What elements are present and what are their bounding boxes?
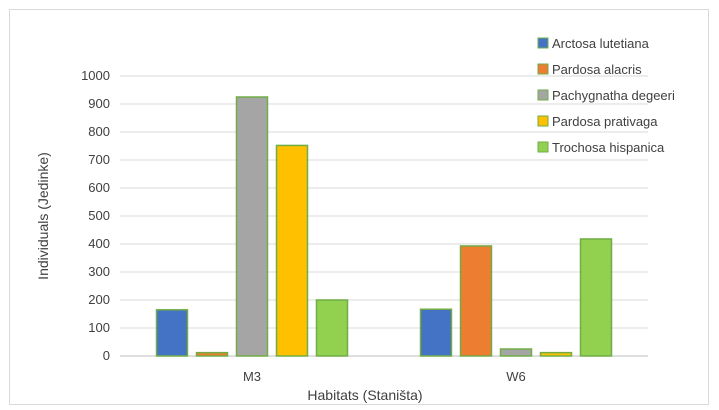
bar-w6-pardosa-prativaga	[539, 351, 573, 357]
bar-w6-pachygnatha-degeeri	[499, 348, 533, 357]
legend-swatch	[537, 89, 549, 101]
legend-swatch	[537, 37, 549, 49]
bar-m3-pardosa-prativaga	[275, 144, 309, 357]
y-tick-label: 400	[88, 236, 110, 251]
x-tick-label: M3	[243, 369, 261, 384]
legend-label: Pardosa alacris	[552, 62, 642, 77]
legend-swatch	[537, 115, 549, 127]
x-axis-ticks: M3 W6	[243, 369, 526, 384]
legend-label: Pachygnatha degeeri	[552, 88, 675, 103]
y-tick-label: 100	[88, 320, 110, 335]
y-tick-label: 0	[103, 348, 110, 363]
y-tick-label: 300	[88, 264, 110, 279]
x-axis-title: Habitats (Staništa)	[307, 387, 422, 403]
y-axis-title: Individuals (Jedinke)	[35, 152, 51, 280]
y-tick-label: 900	[88, 96, 110, 111]
bar-w6-trochosa-hispanica	[579, 238, 613, 357]
x-tick-label: W6	[506, 369, 526, 384]
bar-m3-arctosa-lutetiana	[155, 309, 189, 357]
y-tick-label: 200	[88, 292, 110, 307]
bars	[155, 96, 613, 357]
y-tick-label: 800	[88, 124, 110, 139]
legend-label: Trochosa hispanica	[552, 140, 665, 155]
legend-label: Arctosa lutetiana	[552, 36, 650, 51]
bar-w6-arctosa-lutetiana	[419, 308, 453, 357]
legend-swatch	[537, 141, 549, 153]
bar-w6-pardosa-alacris	[459, 245, 493, 357]
y-tick-label: 700	[88, 152, 110, 167]
legend: Arctosa lutetiana Pardosa alacris Pachygna…	[537, 36, 675, 155]
y-tick-label: 600	[88, 180, 110, 195]
y-tick-label: 1000	[81, 68, 110, 83]
legend-swatch	[537, 63, 549, 75]
y-tick-label: 500	[88, 208, 110, 223]
bar-m3-pachygnatha-degeeri	[235, 96, 269, 357]
legend-label: Pardosa prativaga	[552, 114, 658, 129]
bar-m3-trochosa-hispanica	[315, 299, 349, 357]
y-axis-ticks: 0 100 200 300 400 500 600 700 800 900 1000	[81, 68, 110, 363]
bar-m3-pardosa-alacris	[195, 351, 229, 357]
